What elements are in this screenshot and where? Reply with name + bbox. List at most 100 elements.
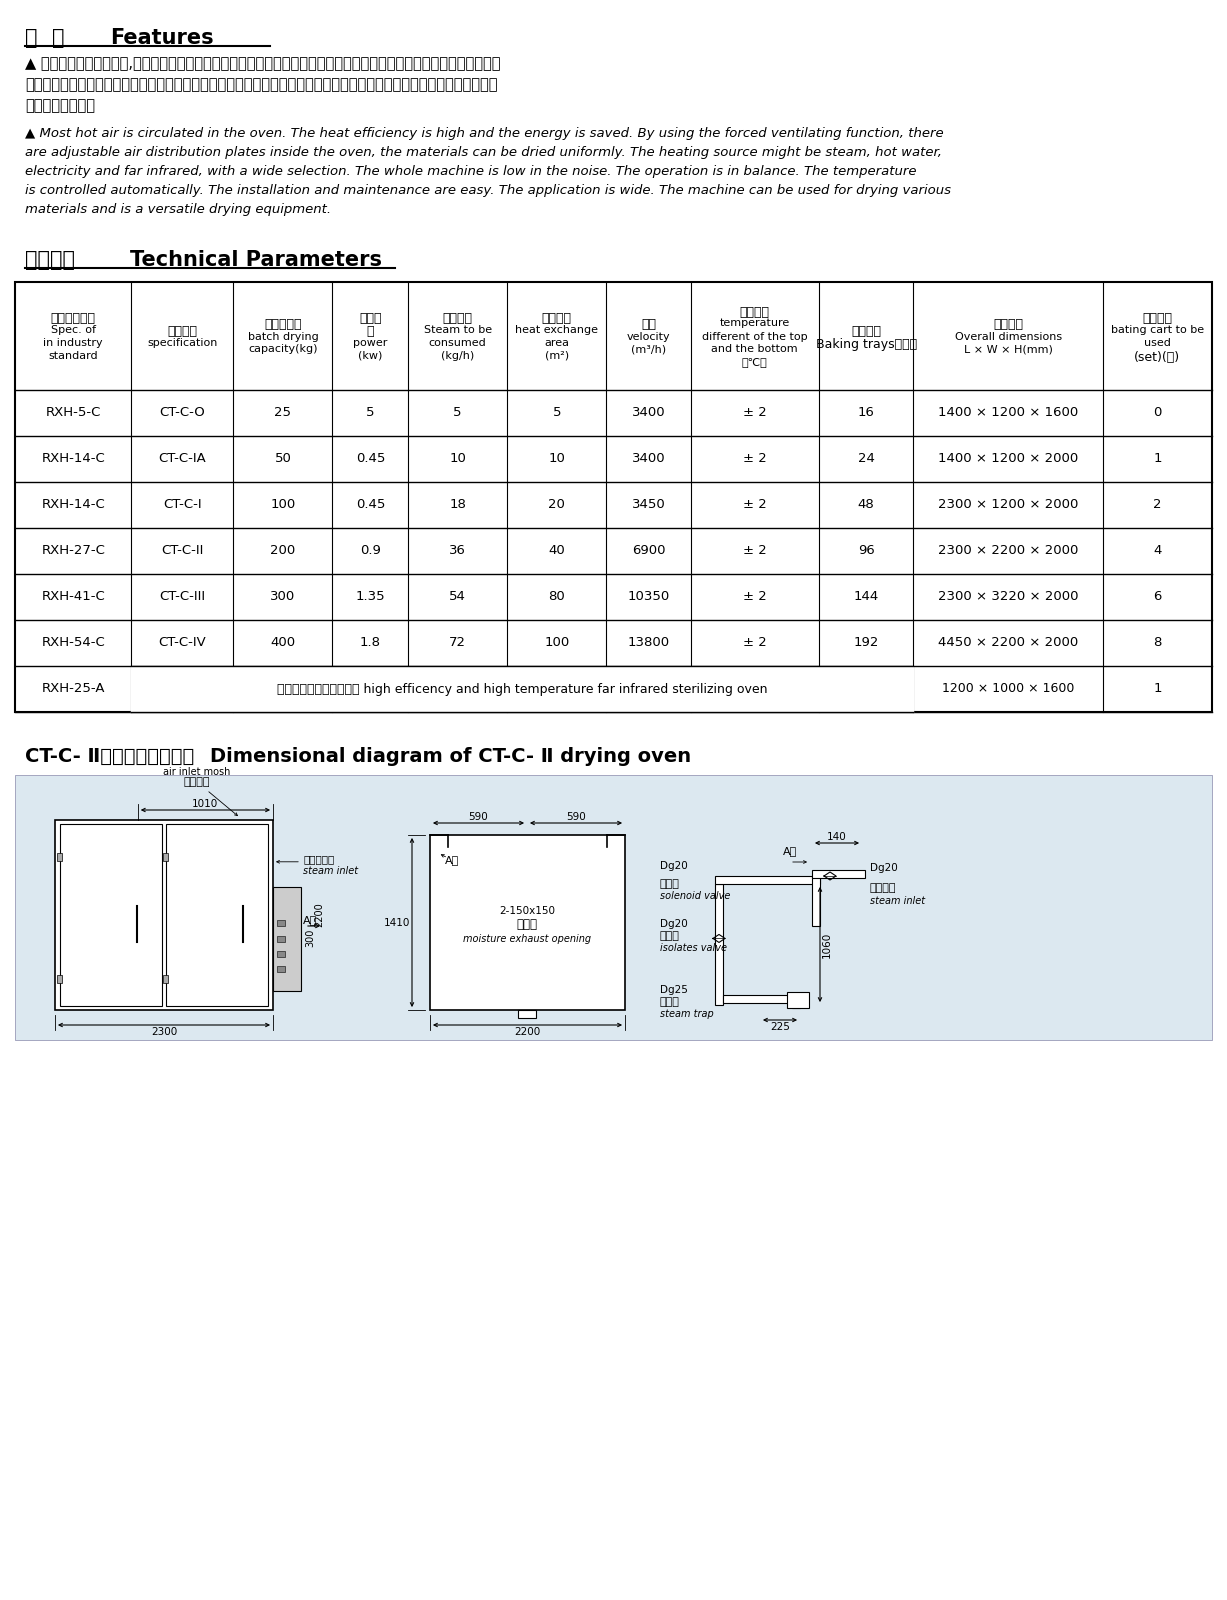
Text: Steam to be: Steam to be — [423, 325, 492, 334]
Text: CT-C-II: CT-C-II — [161, 544, 204, 557]
Text: CT-C-III: CT-C-III — [160, 590, 206, 603]
Text: 配用烘车: 配用烘车 — [1142, 312, 1172, 325]
Text: 25: 25 — [275, 406, 292, 419]
Text: 144: 144 — [854, 590, 879, 603]
Bar — [723, 995, 800, 1003]
Text: 96: 96 — [858, 544, 875, 557]
Text: temperature: temperature — [719, 318, 790, 328]
Bar — [715, 883, 723, 1005]
Bar — [60, 824, 162, 1006]
Text: 3450: 3450 — [632, 499, 665, 512]
Text: 13800: 13800 — [627, 637, 670, 650]
Text: 100: 100 — [270, 499, 296, 512]
Text: CT-C-IV: CT-C-IV — [158, 637, 206, 650]
Text: 2300 × 1200 × 2000: 2300 × 1200 × 2000 — [937, 499, 1079, 512]
Text: ± 2: ± 2 — [742, 544, 767, 557]
Text: bating cart to be: bating cart to be — [1110, 325, 1204, 334]
Text: 1: 1 — [1153, 683, 1162, 696]
Text: 2300: 2300 — [151, 1027, 177, 1037]
Bar — [163, 974, 168, 982]
Text: steam inlet: steam inlet — [303, 867, 358, 877]
Text: 0.9: 0.9 — [360, 544, 380, 557]
Text: RXH-25-A: RXH-25-A — [42, 683, 106, 696]
Text: 40: 40 — [548, 544, 566, 557]
Text: materials and is a versatile drying equipment.: materials and is a versatile drying equi… — [25, 203, 331, 216]
Text: 截止阀: 截止阀 — [660, 931, 680, 941]
Text: 4: 4 — [1153, 544, 1162, 557]
Text: 200: 200 — [270, 544, 296, 557]
Text: 5: 5 — [454, 406, 461, 419]
Text: 6900: 6900 — [632, 544, 665, 557]
Text: in industry: in industry — [43, 338, 103, 349]
Text: 耗用蕊汽: 耗用蕊汽 — [443, 312, 472, 325]
Text: Dg20: Dg20 — [660, 920, 688, 930]
Text: 2-150x150: 2-150x150 — [499, 906, 555, 915]
Text: 进风网室: 进风网室 — [184, 778, 210, 787]
Bar — [429, 835, 625, 1010]
Text: 0.45: 0.45 — [356, 499, 385, 512]
Text: 每次干燥量: 每次干燥量 — [264, 318, 302, 331]
Text: used: used — [1144, 338, 1171, 349]
Bar — [15, 774, 1212, 1040]
Text: (set)(辆): (set)(辆) — [1134, 350, 1180, 365]
Text: 率: 率 — [367, 325, 374, 338]
Text: Dg25: Dg25 — [660, 986, 688, 995]
Text: RXH-5-C: RXH-5-C — [45, 406, 101, 419]
Text: Technical Parameters: Technical Parameters — [130, 250, 382, 270]
Text: 0.45: 0.45 — [356, 453, 385, 466]
Text: 192: 192 — [854, 637, 879, 650]
Text: 1.8: 1.8 — [360, 637, 380, 650]
Text: 是通用干燥设备。: 是通用干燥设备。 — [25, 98, 94, 114]
Text: L × W × H(mm): L × W × H(mm) — [963, 344, 1053, 355]
Text: moisture exhaust opening: moisture exhaust opening — [463, 934, 591, 944]
Text: 1410: 1410 — [384, 917, 410, 928]
Text: RXH-54-C: RXH-54-C — [42, 637, 106, 650]
Text: 400: 400 — [270, 637, 296, 650]
Text: 配用烘盘: 配用烘盘 — [852, 325, 881, 338]
Text: 300: 300 — [270, 590, 296, 603]
Text: 2300 × 3220 × 2000: 2300 × 3220 × 2000 — [937, 590, 1079, 603]
Text: different of the top: different of the top — [702, 331, 807, 341]
Text: 1: 1 — [1153, 453, 1162, 466]
Bar — [277, 936, 285, 941]
Text: 接蒸汽进口: 接蒸汽进口 — [303, 854, 334, 864]
Bar — [277, 966, 285, 971]
Bar — [791, 995, 800, 1008]
Text: 高效高温远红外灭菌烘筱 high efficency and high temperature far infrared sterilizing oven: 高效高温远红外灭菌烘筱 high efficency and high temp… — [277, 683, 768, 696]
Text: 2200: 2200 — [514, 1027, 541, 1037]
Text: 225: 225 — [771, 1022, 790, 1032]
Text: 24: 24 — [858, 453, 875, 466]
Bar — [812, 877, 820, 926]
Text: steam inlet: steam inlet — [870, 896, 925, 906]
Text: 72: 72 — [449, 637, 466, 650]
Text: steam trap: steam trap — [660, 1010, 714, 1019]
Text: 型号规格: 型号规格 — [167, 325, 198, 338]
Text: 2200: 2200 — [314, 902, 324, 928]
Text: 80: 80 — [548, 590, 566, 603]
Text: (m³/h): (m³/h) — [631, 344, 666, 355]
Bar — [166, 824, 267, 1006]
Text: specification: specification — [147, 338, 217, 349]
Text: standard: standard — [48, 350, 98, 362]
Text: and the bottom: and the bottom — [712, 344, 798, 355]
Text: 3400: 3400 — [632, 453, 665, 466]
Text: 电磁阀: 电磁阀 — [660, 878, 680, 890]
Text: Spec. of: Spec. of — [50, 325, 96, 334]
Text: ± 2: ± 2 — [742, 406, 767, 419]
Text: RXH-14-C: RXH-14-C — [42, 499, 106, 512]
Text: 10: 10 — [548, 453, 566, 466]
Text: CT-C-O: CT-C-O — [160, 406, 205, 419]
Text: 上下温差: 上下温差 — [740, 306, 769, 318]
Bar — [277, 920, 285, 926]
Text: solenoid valve: solenoid valve — [660, 891, 730, 901]
Text: velocity: velocity — [627, 331, 670, 341]
Text: 行业标准型号: 行业标准型号 — [50, 312, 96, 325]
Text: 18: 18 — [449, 499, 466, 512]
Text: 5: 5 — [552, 406, 561, 419]
Text: 疏水器: 疏水器 — [660, 997, 680, 1006]
Text: are adjustable air distribution plates inside the oven, the materials can be dri: are adjustable air distribution plates i… — [25, 146, 942, 158]
Text: ± 2: ± 2 — [742, 637, 767, 650]
Text: 1200 × 1000 × 1600: 1200 × 1000 × 1600 — [942, 683, 1075, 696]
Bar — [277, 950, 285, 957]
Bar — [56, 974, 63, 982]
